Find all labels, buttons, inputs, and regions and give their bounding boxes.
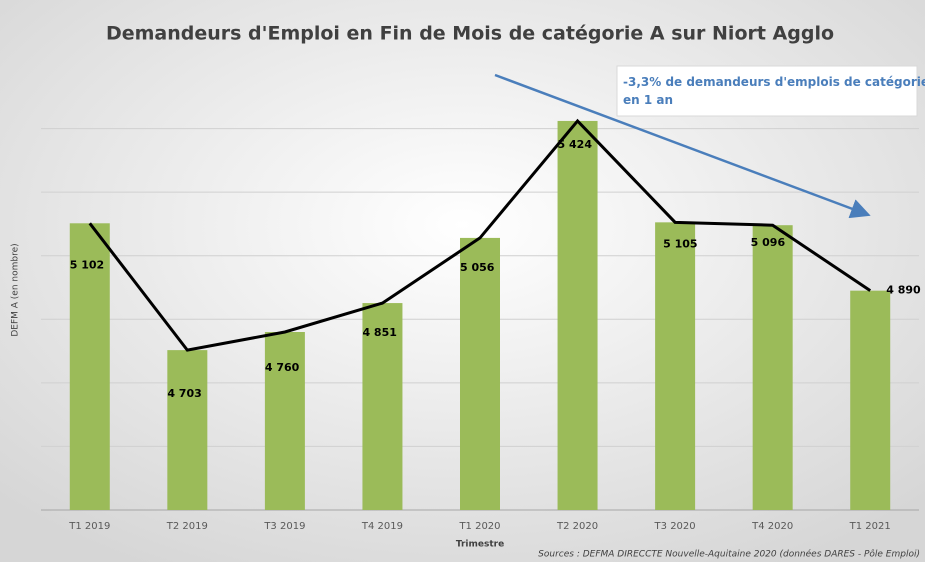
data-label: 5 105 <box>663 237 697 250</box>
bar <box>167 350 208 510</box>
bar <box>850 290 891 510</box>
data-label: 4 760 <box>265 361 300 374</box>
data-label: 5 424 <box>558 138 593 151</box>
x-tick-label: T3 2019 <box>263 521 305 532</box>
x-tick-label: T1 2019 <box>68 521 110 532</box>
line <box>88 118 872 352</box>
bar <box>460 237 500 510</box>
source: Sources : DEFMA DIRECCTE Nouvelle-Aquita… <box>538 549 920 560</box>
data-label: 4 703 <box>167 387 201 400</box>
x-tick-label: T2 2019 <box>166 521 208 532</box>
bar <box>264 332 305 510</box>
x-tick-label: T1 2021 <box>849 521 891 532</box>
x-tick-label: T1 2020 <box>458 521 500 532</box>
data-label: 5 056 <box>460 261 495 274</box>
y-axis-title: DEFM A (en nombre) <box>11 243 21 336</box>
bar <box>557 120 598 510</box>
annotation-line: -3,3% de demandeurs d'emplois de catégor… <box>623 75 925 89</box>
bar <box>655 222 696 510</box>
x-axis-title: Trimestre <box>456 540 504 550</box>
chart-title: Demandeurs d'Emploi en Fin de Mois de ca… <box>106 23 834 45</box>
data-label: 5 102 <box>70 258 104 271</box>
annotation-line: en 1 an <box>623 93 673 107</box>
bar <box>362 303 403 510</box>
trend-arrow <box>494 73 871 219</box>
data-label: 4 890 <box>886 284 921 297</box>
data-label: 5 096 <box>751 236 786 249</box>
annotation-box <box>616 65 918 117</box>
x-tick-label: T4 2019 <box>361 521 403 532</box>
bar <box>69 223 110 511</box>
x-tick-label: T4 2020 <box>751 521 793 532</box>
data-label: 4 851 <box>362 326 396 339</box>
annotation: -3,3% de demandeurs d'emplois de catégor… <box>623 75 925 107</box>
bar <box>752 225 793 510</box>
x-tick-label: T3 2020 <box>654 521 696 532</box>
x-tick-label: T2 2020 <box>556 521 598 532</box>
